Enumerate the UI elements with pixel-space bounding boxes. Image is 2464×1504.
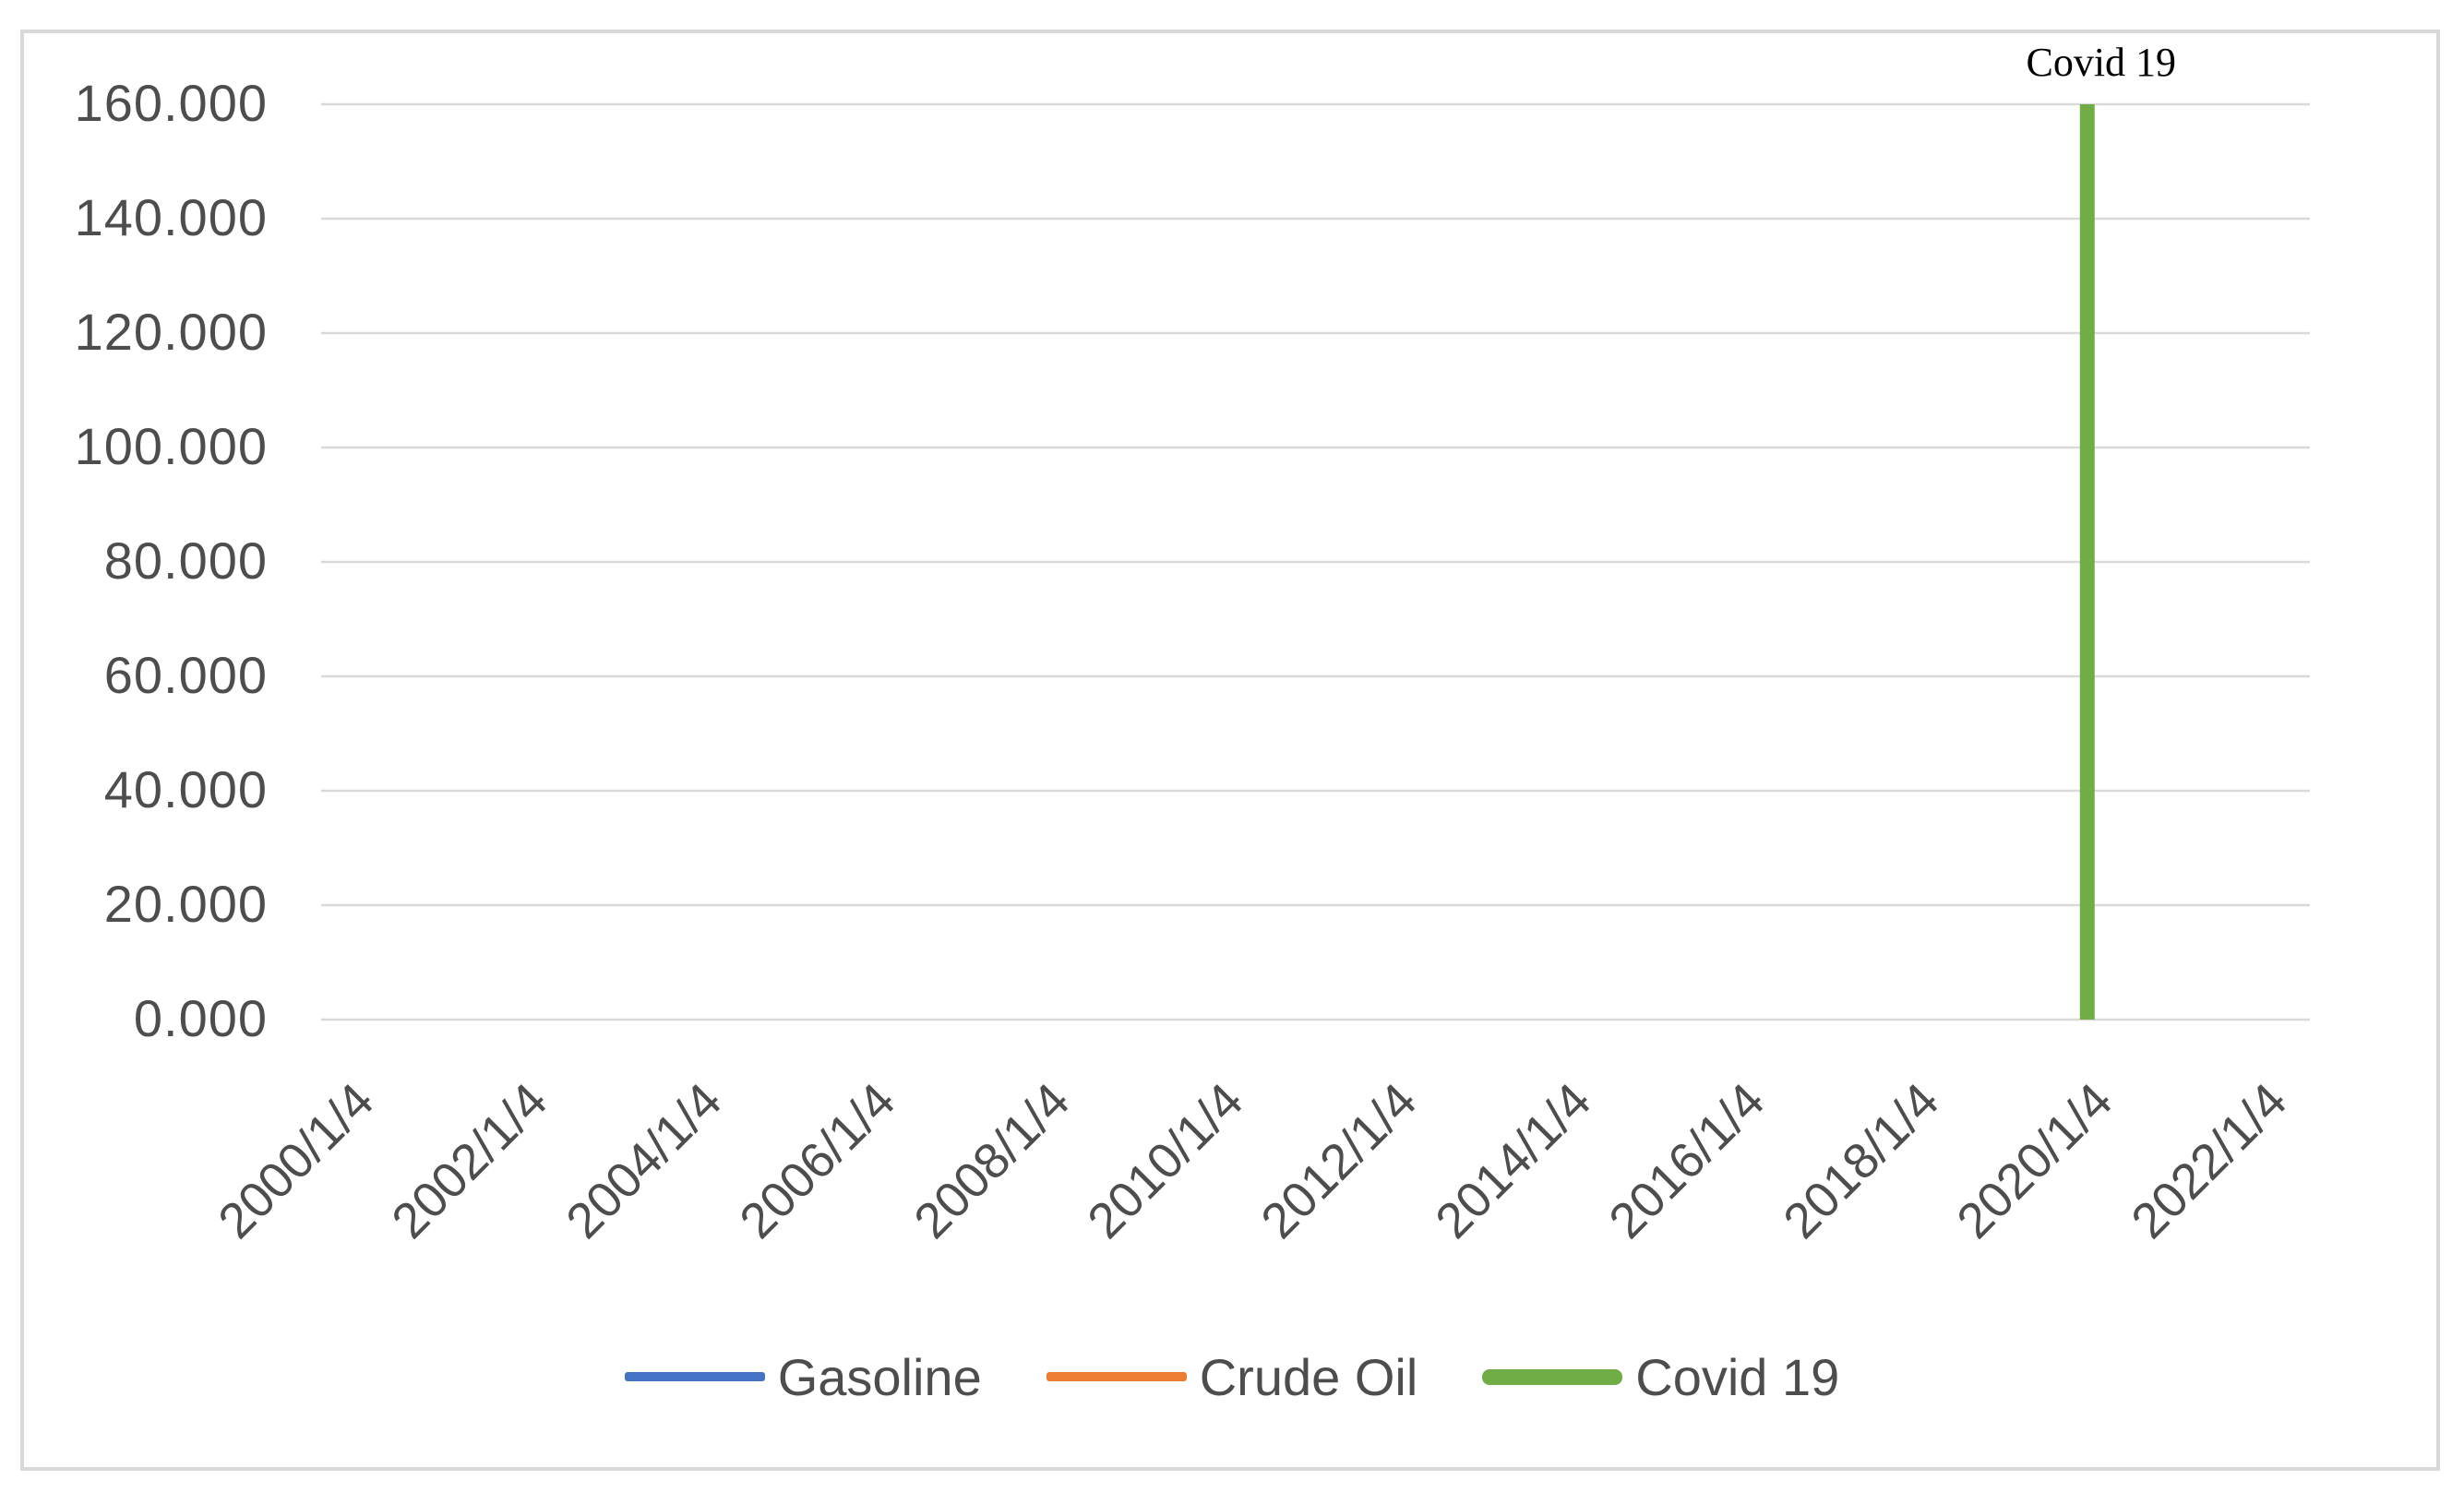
gasoline-legend-swatch bbox=[624, 1372, 765, 1381]
legend-label-covid: Covid 19 bbox=[1635, 1347, 1840, 1406]
y-axis-tick-label: 20.000 bbox=[103, 875, 268, 933]
legend: Gasoline Crude Oil Covid 19 bbox=[0, 1340, 2464, 1414]
legend-item-covid: Covid 19 bbox=[1482, 1347, 1839, 1407]
y-axis-tick-label: 100.000 bbox=[74, 417, 268, 475]
legend-item-gasoline: Gasoline bbox=[624, 1347, 982, 1407]
y-axis-tick-label: 0.000 bbox=[133, 989, 268, 1047]
legend-item-crude-oil: Crude Oil bbox=[1046, 1347, 1418, 1407]
y-axis-tick-label: 120.000 bbox=[74, 303, 268, 361]
legend-label-gasoline: Gasoline bbox=[777, 1347, 982, 1406]
legend-label-crude-oil: Crude Oil bbox=[1199, 1347, 1418, 1406]
y-axis-tick-label: 140.000 bbox=[74, 188, 268, 246]
y-axis-tick-label: 60.000 bbox=[103, 646, 268, 704]
covid-legend-swatch bbox=[1482, 1368, 1623, 1385]
gridlines bbox=[321, 102, 2310, 1021]
y-axis-tick-label: 160.000 bbox=[74, 74, 268, 132]
crude-oil-legend-swatch bbox=[1046, 1372, 1187, 1381]
y-axis-tick-label: 80.000 bbox=[103, 531, 268, 590]
chart-border bbox=[20, 30, 2440, 1471]
series-lines bbox=[2079, 104, 2095, 1020]
covid-annotation-label: Covid 19 bbox=[2026, 40, 2177, 85]
y-axis-tick-label: 40.000 bbox=[103, 760, 268, 818]
